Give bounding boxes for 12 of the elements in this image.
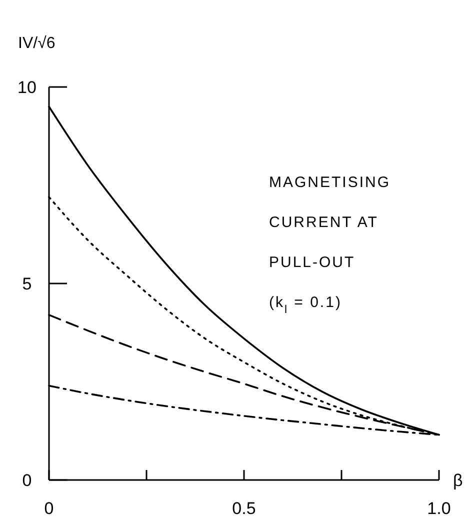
y-axis-title: IV/√6 — [18, 35, 56, 52]
x-tick-label: 1.0 — [427, 499, 451, 518]
y-tick-label: 10 — [18, 78, 36, 97]
annotation: PULL-OUT — [269, 254, 356, 271]
annotation: (k$_{l}$ = 0.1) — [269, 294, 342, 316]
x-axis-title: β — [453, 471, 463, 490]
y-tick-label: 0 — [22, 470, 32, 490]
x-tick-label: 0.5 — [232, 499, 256, 518]
y-tick-label: 5 — [22, 274, 32, 294]
annotation: MAGNETISING — [269, 174, 391, 191]
annotation: CURRENT AT — [269, 214, 378, 231]
x-tick-label: 0 — [44, 499, 54, 518]
